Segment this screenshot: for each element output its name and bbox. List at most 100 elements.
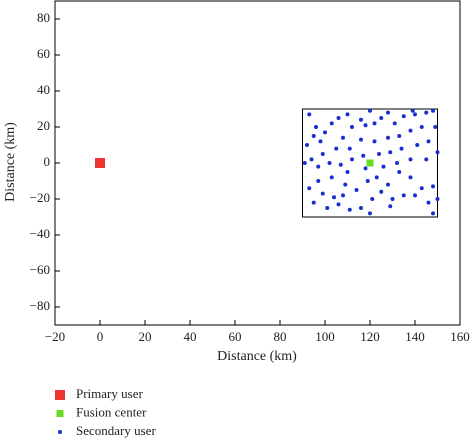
point (359, 117, 363, 122)
point (419, 125, 424, 129)
point (327, 161, 332, 165)
point (345, 170, 350, 174)
x-tick-label: 40 (184, 329, 197, 344)
point (314, 125, 318, 129)
x-tick-label: 160 (450, 329, 470, 344)
point (336, 116, 341, 120)
point (397, 134, 402, 138)
x-tick-label: 140 (405, 329, 425, 344)
point (343, 182, 348, 187)
point (424, 110, 429, 115)
y-tick-label: 80 (37, 10, 50, 25)
point (320, 191, 325, 196)
point (386, 110, 390, 115)
point (397, 170, 402, 174)
point (419, 186, 424, 191)
point (359, 137, 363, 142)
point (311, 134, 316, 138)
legend-marker (58, 430, 62, 434)
point (381, 164, 386, 169)
x-tick-label: 80 (274, 329, 287, 344)
point (431, 211, 435, 216)
x-tick-label: 20 (139, 329, 152, 344)
y-tick-label: 60 (37, 46, 50, 61)
point (334, 146, 339, 151)
y-tick-label: −80 (30, 298, 50, 313)
point (325, 206, 330, 210)
point (309, 157, 314, 162)
point (401, 114, 406, 119)
point (320, 152, 325, 156)
point (395, 161, 399, 165)
x-tick-label: 120 (360, 329, 380, 344)
point (388, 204, 393, 209)
point (426, 139, 431, 144)
point (370, 197, 375, 201)
y-tick-label: −40 (30, 226, 50, 241)
point (408, 175, 413, 180)
point (379, 189, 384, 194)
point (341, 135, 345, 140)
y-tick-label: −60 (30, 262, 50, 277)
point (363, 166, 368, 171)
point (435, 150, 440, 155)
x-tick-label: 60 (229, 329, 242, 344)
x-axis-label: Distance (km) (217, 349, 297, 364)
point (388, 150, 393, 155)
point (413, 112, 417, 117)
point (361, 153, 366, 158)
point (426, 200, 431, 205)
point (368, 211, 372, 216)
y-tick-label: −20 (30, 190, 50, 205)
point (316, 179, 321, 183)
point (365, 179, 370, 183)
point (408, 128, 413, 133)
y-tick-label: 40 (37, 82, 50, 97)
legend-label: Secondary user (76, 423, 156, 438)
point (366, 159, 374, 167)
point (372, 139, 377, 144)
point (307, 112, 312, 117)
x-tick-label: 0 (97, 329, 104, 344)
point (431, 184, 435, 189)
point (350, 157, 354, 162)
point (424, 157, 429, 162)
point (318, 139, 323, 144)
point (386, 135, 390, 140)
point (316, 164, 321, 169)
point (413, 193, 417, 198)
x-tick-label: 100 (315, 329, 335, 344)
point (329, 175, 334, 180)
point (386, 182, 390, 187)
point (363, 123, 368, 128)
point (408, 157, 413, 162)
point (431, 108, 435, 113)
point (435, 197, 440, 201)
point (341, 193, 345, 198)
point (354, 188, 359, 192)
point (329, 121, 334, 126)
point (415, 143, 420, 147)
point (390, 197, 395, 201)
legend-label: Primary user (76, 386, 143, 401)
point (372, 121, 377, 126)
point (410, 108, 415, 113)
point (302, 161, 307, 165)
point (95, 158, 105, 168)
y-tick-label: 20 (37, 118, 50, 133)
point (392, 121, 397, 126)
point (307, 186, 312, 191)
y-axis-label: Distance (km) (3, 122, 18, 202)
legend-marker (55, 390, 65, 400)
x-tick-label: −20 (45, 329, 65, 344)
plot-frame (54, 0, 461, 326)
point (401, 193, 406, 198)
point (350, 125, 354, 129)
point (311, 200, 316, 205)
point (345, 112, 350, 117)
y-tick-label: 0 (44, 154, 51, 169)
point (338, 162, 343, 167)
point (433, 125, 438, 129)
legend-label: Fusion center (76, 404, 147, 419)
